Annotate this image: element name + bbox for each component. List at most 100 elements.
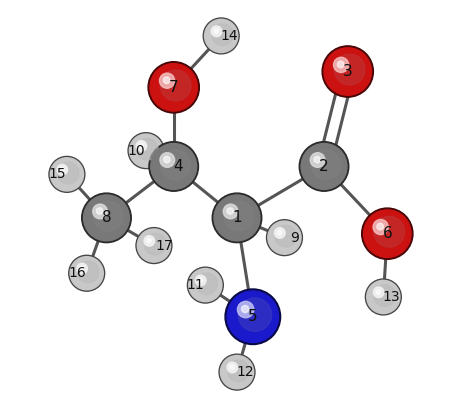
Text: 2: 2 xyxy=(319,159,329,174)
Circle shape xyxy=(189,269,222,302)
Circle shape xyxy=(79,266,84,271)
Text: 4: 4 xyxy=(173,159,182,174)
Text: 16: 16 xyxy=(68,266,86,280)
Circle shape xyxy=(227,362,237,373)
Text: 1: 1 xyxy=(232,211,242,225)
Circle shape xyxy=(136,227,172,264)
Circle shape xyxy=(334,54,365,85)
Circle shape xyxy=(214,195,260,241)
Circle shape xyxy=(242,305,249,313)
Text: 9: 9 xyxy=(290,231,299,245)
Circle shape xyxy=(137,229,171,262)
Circle shape xyxy=(161,150,191,180)
Circle shape xyxy=(83,195,129,241)
Circle shape xyxy=(57,164,68,175)
Circle shape xyxy=(362,208,413,259)
Circle shape xyxy=(237,301,254,318)
Circle shape xyxy=(227,291,279,342)
Circle shape xyxy=(151,143,197,190)
Circle shape xyxy=(310,153,325,167)
Circle shape xyxy=(163,77,170,84)
Circle shape xyxy=(144,236,155,246)
Circle shape xyxy=(77,263,87,274)
Circle shape xyxy=(160,153,174,167)
Circle shape xyxy=(60,167,64,172)
Circle shape xyxy=(145,234,166,255)
Circle shape xyxy=(82,193,131,243)
Circle shape xyxy=(374,216,405,247)
Circle shape xyxy=(367,280,400,314)
Circle shape xyxy=(219,354,255,390)
Circle shape xyxy=(277,230,282,235)
Circle shape xyxy=(322,46,374,97)
Circle shape xyxy=(93,204,108,219)
Circle shape xyxy=(139,143,143,148)
Text: 12: 12 xyxy=(236,365,254,379)
Circle shape xyxy=(377,223,383,230)
Text: 11: 11 xyxy=(187,278,204,292)
Circle shape xyxy=(137,138,158,160)
Circle shape xyxy=(136,140,146,151)
Circle shape xyxy=(205,19,238,53)
Text: 10: 10 xyxy=(128,144,145,158)
Circle shape xyxy=(70,257,103,290)
Circle shape xyxy=(214,28,219,33)
Circle shape xyxy=(203,18,239,54)
Text: 14: 14 xyxy=(220,29,238,43)
Circle shape xyxy=(266,220,302,255)
Circle shape xyxy=(225,289,281,344)
Circle shape xyxy=(212,193,262,243)
Circle shape xyxy=(150,63,198,111)
Circle shape xyxy=(187,267,223,303)
Circle shape xyxy=(93,201,123,231)
Circle shape xyxy=(195,275,206,286)
Text: 3: 3 xyxy=(343,64,353,79)
Circle shape xyxy=(57,162,79,184)
Circle shape xyxy=(311,150,341,180)
Text: 15: 15 xyxy=(48,167,66,181)
Text: 5: 5 xyxy=(248,309,258,324)
Circle shape xyxy=(129,134,163,167)
Circle shape xyxy=(238,298,272,331)
Circle shape xyxy=(160,70,191,101)
Circle shape xyxy=(268,221,301,254)
Circle shape xyxy=(230,365,234,370)
Circle shape xyxy=(69,255,105,291)
Circle shape xyxy=(324,48,372,95)
Circle shape xyxy=(314,157,320,163)
Text: 7: 7 xyxy=(169,80,179,95)
Circle shape xyxy=(159,73,174,88)
Circle shape xyxy=(275,225,297,247)
Circle shape xyxy=(196,273,218,295)
Circle shape xyxy=(337,61,344,68)
Circle shape xyxy=(149,142,199,191)
Circle shape xyxy=(164,157,170,163)
Circle shape xyxy=(198,278,203,283)
Circle shape xyxy=(374,287,384,297)
Circle shape xyxy=(211,26,222,37)
Text: 17: 17 xyxy=(155,239,173,253)
Circle shape xyxy=(334,57,349,73)
Circle shape xyxy=(299,142,349,191)
Circle shape xyxy=(228,360,249,382)
Circle shape xyxy=(128,133,164,169)
Text: 6: 6 xyxy=(383,226,392,241)
Circle shape xyxy=(146,238,151,243)
Circle shape xyxy=(77,261,99,283)
Circle shape xyxy=(365,279,401,315)
Circle shape xyxy=(374,285,395,307)
Circle shape xyxy=(364,210,411,258)
Circle shape xyxy=(301,143,347,190)
Circle shape xyxy=(96,208,103,214)
Circle shape xyxy=(376,290,381,294)
Circle shape xyxy=(373,220,388,235)
Circle shape xyxy=(274,228,285,238)
Circle shape xyxy=(224,201,254,231)
Circle shape xyxy=(50,158,83,191)
Circle shape xyxy=(212,24,233,45)
Text: 13: 13 xyxy=(383,290,400,304)
Circle shape xyxy=(223,204,238,219)
Circle shape xyxy=(220,356,254,389)
Circle shape xyxy=(49,157,85,192)
Text: 8: 8 xyxy=(101,211,111,225)
